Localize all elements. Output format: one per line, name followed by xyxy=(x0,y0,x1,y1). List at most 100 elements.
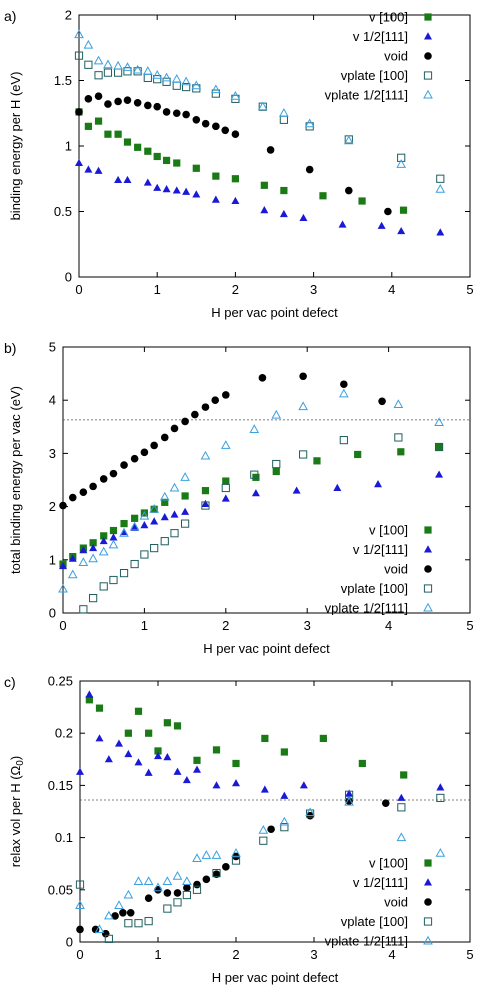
data-point xyxy=(280,748,288,756)
legend-label: vplate 1/2[111] xyxy=(325,601,408,616)
data-point xyxy=(111,912,119,920)
data-point xyxy=(192,164,200,172)
series-v-100- xyxy=(85,696,408,779)
series-vplate-100- xyxy=(79,433,444,614)
data-point xyxy=(212,781,221,789)
data-point xyxy=(345,797,353,805)
plot-frame xyxy=(79,680,471,943)
data-point xyxy=(193,756,201,764)
data-point xyxy=(259,836,268,845)
data-point xyxy=(95,734,104,742)
data-point xyxy=(143,73,152,82)
data-point xyxy=(114,900,124,909)
y-tick-label: 0.5 xyxy=(54,204,72,219)
data-point xyxy=(181,417,189,426)
data-point xyxy=(211,84,221,94)
chart-panel-1: 0 1 2 3 4 5 0 0.5 1 1.5 2 a) H per vac point defect b… xyxy=(4,8,474,321)
legend-marker xyxy=(423,584,433,593)
data-point xyxy=(89,482,97,491)
data-point xyxy=(221,494,230,502)
y-tick-label: 0.25 xyxy=(48,674,73,689)
data-point xyxy=(114,68,123,77)
legend-label: void xyxy=(384,49,408,64)
data-point xyxy=(143,178,152,186)
data-point xyxy=(130,454,139,463)
data-point xyxy=(201,119,210,128)
data-point xyxy=(339,436,348,445)
data-point xyxy=(173,722,182,730)
data-point xyxy=(280,186,288,195)
data-point xyxy=(163,889,172,897)
data-point xyxy=(435,443,443,451)
x-tick-label: 4 xyxy=(388,947,395,962)
data-point xyxy=(95,704,104,712)
data-point xyxy=(162,876,173,885)
data-point xyxy=(144,768,153,776)
x-tick-label: 1 xyxy=(141,618,148,633)
data-point xyxy=(154,747,162,755)
data-point xyxy=(435,184,446,193)
data-point xyxy=(319,734,327,743)
data-point xyxy=(170,424,179,433)
data-point xyxy=(298,401,308,411)
chart-panel-2: 0 1 2 3 4 5 0 1 2 3 4 5 b) H per vac point defect tota… xyxy=(4,340,474,657)
data-point xyxy=(221,483,230,493)
legend-marker xyxy=(423,602,433,612)
x-tick-label: 0 xyxy=(76,947,83,962)
data-point xyxy=(130,559,139,569)
data-point xyxy=(232,759,240,768)
data-point xyxy=(172,186,181,194)
data-point xyxy=(258,374,267,382)
legend-label: v 1/2[111] xyxy=(353,875,408,890)
data-point xyxy=(344,796,354,806)
data-point xyxy=(280,791,289,799)
data-point xyxy=(113,60,123,70)
data-point xyxy=(306,809,315,818)
legend-label: vplate 1/2[111] xyxy=(325,934,408,949)
data-point xyxy=(358,759,366,768)
data-point xyxy=(249,424,260,433)
data-point xyxy=(161,498,169,506)
y-tick-label: 0.1 xyxy=(55,830,73,845)
data-point xyxy=(94,92,103,101)
legend-label: v 1/2[111] xyxy=(353,542,408,557)
data-point xyxy=(394,433,403,442)
data-point xyxy=(399,206,408,214)
data-point xyxy=(211,195,220,203)
series-v-100- xyxy=(75,108,408,214)
y-tick-label: 0.2 xyxy=(55,726,73,741)
data-point xyxy=(114,175,123,184)
data-point xyxy=(134,707,143,715)
data-point xyxy=(99,475,108,483)
data-point xyxy=(162,108,171,116)
series-v-1-2-111- xyxy=(75,158,445,236)
data-point xyxy=(200,450,211,460)
data-point xyxy=(201,487,210,495)
data-point xyxy=(140,521,149,529)
data-point xyxy=(75,108,83,116)
data-point xyxy=(153,75,162,84)
data-point xyxy=(378,397,386,406)
data-point xyxy=(279,115,288,124)
data-point xyxy=(299,781,308,789)
data-point xyxy=(260,205,269,214)
data-point xyxy=(221,126,230,135)
data-point xyxy=(261,734,269,743)
data-point xyxy=(94,71,103,80)
series-v-1-2-111- xyxy=(76,690,445,801)
legend-marker xyxy=(424,13,432,21)
y-tick-label: 0 xyxy=(49,606,56,621)
data-point xyxy=(163,904,172,913)
data-point xyxy=(88,553,98,563)
legend-label: v [100] xyxy=(369,523,408,538)
plot-frame xyxy=(62,346,471,614)
x-tick-label: 5 xyxy=(466,282,473,297)
data-point xyxy=(103,68,113,77)
data-point xyxy=(99,536,108,545)
data-point xyxy=(182,876,192,885)
x-tick-label: 5 xyxy=(466,947,473,962)
y-tick-label: 2 xyxy=(65,8,72,23)
data-point xyxy=(171,73,182,83)
data-point xyxy=(397,153,406,162)
data-point xyxy=(130,523,139,531)
